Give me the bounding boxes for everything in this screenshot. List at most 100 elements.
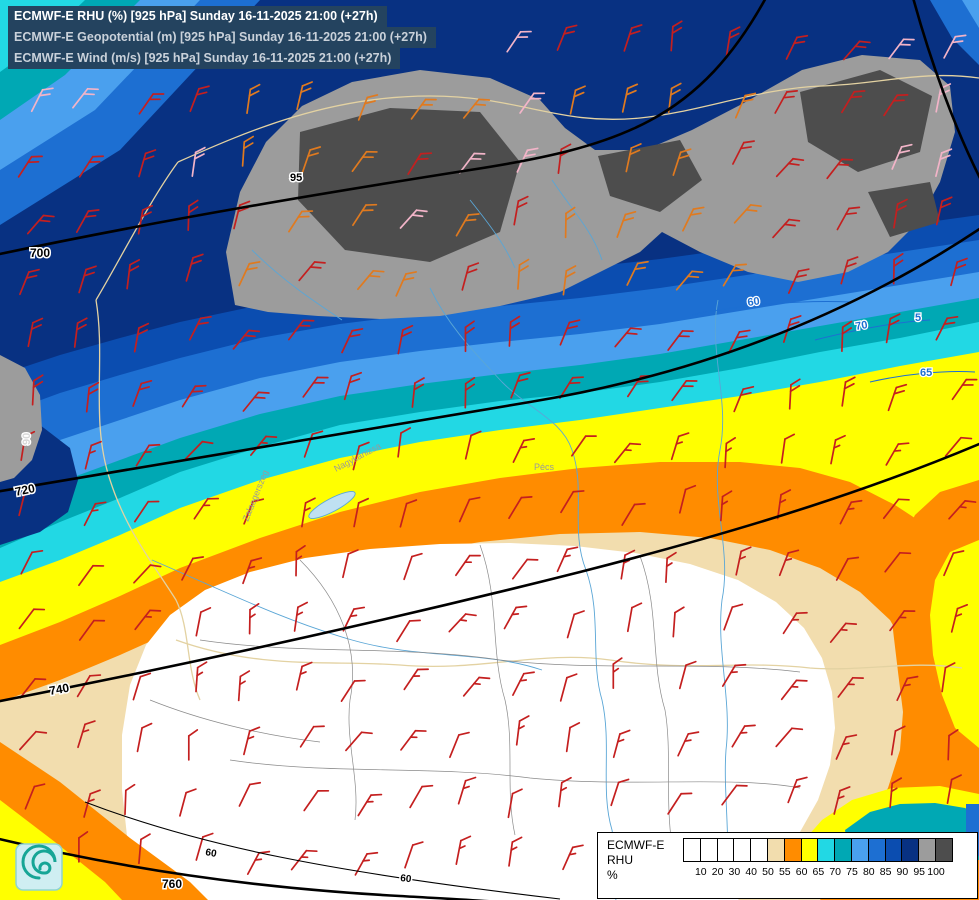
- wind-barb: [138, 149, 157, 178]
- wind-barb: [565, 722, 581, 753]
- legend-cell: [850, 838, 869, 862]
- wind-barb: [78, 619, 106, 641]
- wind-barb: [19, 268, 40, 296]
- wind-barb: [731, 724, 756, 748]
- wind-barb: [340, 679, 366, 702]
- wind-barb: [835, 734, 858, 760]
- wind-barb: [513, 195, 529, 226]
- wind-barb: [613, 442, 642, 464]
- wind-barb: [510, 371, 531, 399]
- wind-barb: [250, 435, 278, 456]
- legend-tick: 70: [829, 866, 842, 878]
- wind-barb: [671, 380, 698, 402]
- wind-barb: [341, 328, 364, 354]
- humidity-contour: [869, 370, 976, 383]
- wind-barb: [78, 265, 97, 294]
- wind-barb: [248, 603, 260, 635]
- legend-cell: [783, 838, 802, 862]
- wind-barb: [399, 499, 418, 528]
- wind-barb: [179, 788, 197, 817]
- legend-cell: [901, 838, 920, 862]
- admin-line: [299, 559, 357, 821]
- rh-region-100-d: [868, 182, 940, 237]
- legend-cell: [683, 838, 701, 862]
- wind-barb: [625, 143, 642, 173]
- wind-barb: [352, 203, 378, 227]
- wind-barb: [569, 85, 586, 115]
- wind-barb: [298, 261, 326, 282]
- legend-tick: 30: [728, 866, 741, 878]
- wind-barb: [181, 384, 207, 408]
- wind-barb: [302, 376, 329, 398]
- wind-barb: [17, 155, 43, 178]
- wind-barb-layer: [17, 20, 978, 876]
- wind-barb: [464, 430, 482, 460]
- wind-barb: [559, 673, 578, 702]
- wind-barb: [457, 776, 477, 805]
- isoline-60-label-a: 60: [204, 847, 217, 860]
- wind-barb: [780, 433, 796, 464]
- wind-barb: [734, 92, 757, 119]
- wind-barb: [665, 551, 677, 584]
- legend-cell: [817, 838, 836, 862]
- wind-barb: [889, 777, 903, 809]
- wind-barb: [727, 329, 751, 355]
- wind-barb: [721, 784, 748, 806]
- map-title-rhu: ECMWF-E RHU (%) [925 hPa] Sunday 16-11-2…: [8, 6, 387, 27]
- wind-barb: [841, 320, 853, 353]
- legend-tick-labels: 10 20 30 40 50 55 60 65 70 75 80 85 90 95 100: [684, 866, 974, 880]
- wind-barb: [295, 545, 306, 577]
- wind-barb: [237, 670, 251, 702]
- legend-cell: [884, 838, 903, 862]
- wind-barb: [126, 259, 141, 290]
- geopotential-700-line: [0, 0, 767, 256]
- rh-contour-65-label: 65: [920, 367, 932, 379]
- wind-barb: [397, 427, 412, 458]
- wind-barb: [735, 546, 752, 576]
- wind-barb: [295, 661, 313, 691]
- legend-model-label: ECMWF-E: [607, 838, 665, 852]
- wind-barb: [287, 319, 315, 341]
- dry-core-region: [122, 543, 835, 900]
- wind-barb: [616, 210, 637, 238]
- wind-barb: [943, 550, 965, 577]
- wind-barb: [411, 377, 425, 408]
- wind-barb: [246, 83, 261, 115]
- wind-barb: [562, 844, 584, 871]
- country-borders: [95, 74, 979, 701]
- legend-cell: [867, 838, 886, 862]
- wind-barb: [841, 376, 856, 407]
- legend-tick: 100: [927, 866, 945, 878]
- wind-barb: [559, 319, 581, 346]
- wind-barb: [84, 440, 102, 470]
- wind-barb: [184, 440, 214, 460]
- wind-barb: [351, 150, 378, 173]
- wind-barb: [138, 93, 165, 115]
- legend-tick: 95: [913, 866, 926, 878]
- wind-barb: [357, 793, 383, 817]
- wind-barb: [675, 270, 704, 291]
- legend-color-cells: [683, 838, 953, 862]
- legend-cell: [733, 838, 752, 862]
- legend-text-block: ECMWF-E RHU %: [607, 838, 664, 883]
- wind-barb: [296, 81, 313, 111]
- wind-barb: [238, 261, 261, 287]
- wind-barb: [30, 87, 54, 113]
- wind-barb: [357, 94, 379, 121]
- wind-barb: [133, 564, 162, 584]
- legend-tick: 20: [711, 866, 724, 878]
- wind-barb: [357, 269, 385, 291]
- wind-barb: [187, 729, 199, 761]
- wind-barb: [343, 371, 362, 401]
- wind-barb: [621, 502, 646, 526]
- wind-barb: [403, 668, 429, 691]
- isoline-60-label-b: 60: [400, 873, 413, 885]
- wind-barb: [883, 94, 909, 117]
- border-line-south: [175, 639, 963, 670]
- wind-barb: [78, 564, 105, 587]
- wind-barb: [241, 135, 255, 167]
- wind-barb: [290, 849, 318, 871]
- wind-barb: [78, 155, 105, 178]
- wind-barb: [345, 731, 373, 752]
